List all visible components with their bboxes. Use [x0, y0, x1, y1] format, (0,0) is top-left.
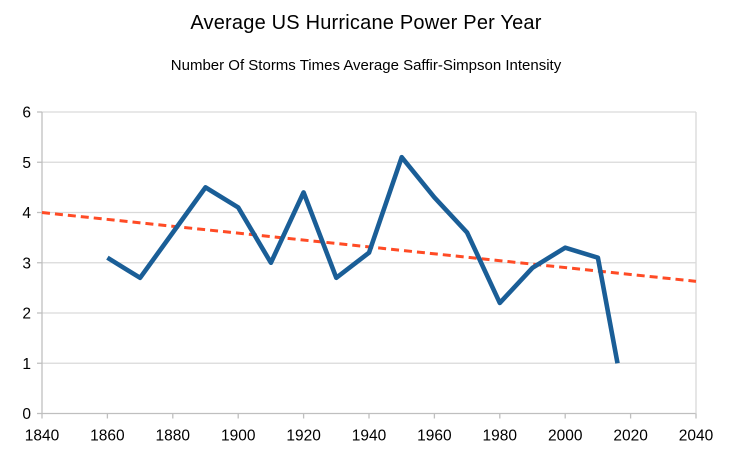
x-tick-label: 1920 [286, 428, 321, 445]
x-tick-label: 1960 [417, 428, 452, 445]
x-tick-label: 1860 [90, 428, 125, 445]
y-tick-label: 0 [22, 406, 31, 423]
x-tick-label: 1940 [352, 428, 387, 445]
y-tick-label: 1 [22, 356, 31, 373]
chart-subtitle: Number Of Storms Times Average Saffir-Si… [170, 57, 562, 74]
x-tick-label: 2040 [679, 428, 714, 445]
x-tick-label: 1840 [25, 428, 60, 445]
data-line [106, 154, 620, 364]
x-tick-label: 2000 [548, 428, 583, 445]
x-tick-label: 2020 [613, 428, 648, 445]
y-tick-label: 3 [22, 255, 31, 272]
y-tick-label: 6 [22, 105, 31, 122]
y-tick-label: 5 [22, 155, 31, 172]
y-tick-label: 2 [22, 306, 31, 323]
chart-title: Average US Hurricane Power Per Year [190, 12, 542, 34]
x-tick-label: 1880 [156, 428, 191, 445]
x-tick-label: 1900 [221, 428, 256, 445]
y-tick-label: 4 [22, 205, 31, 222]
x-tick-label: 1980 [483, 428, 518, 445]
